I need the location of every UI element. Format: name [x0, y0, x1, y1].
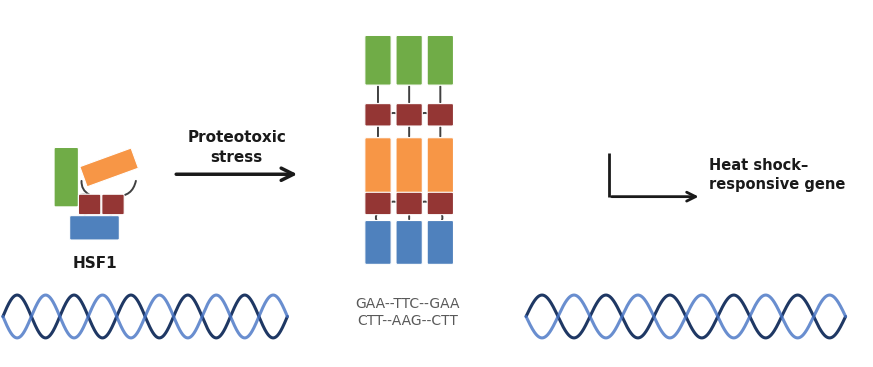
FancyBboxPatch shape [365, 192, 391, 215]
Text: CTT--AAG--CTT: CTT--AAG--CTT [357, 315, 457, 328]
Text: Proteotoxic
stress: Proteotoxic stress [188, 130, 286, 164]
FancyBboxPatch shape [396, 103, 423, 126]
FancyBboxPatch shape [427, 192, 453, 215]
FancyBboxPatch shape [427, 221, 453, 264]
FancyBboxPatch shape [365, 138, 391, 197]
FancyBboxPatch shape [365, 221, 391, 264]
Text: HSF1: HSF1 [72, 256, 117, 271]
FancyBboxPatch shape [396, 138, 423, 197]
FancyBboxPatch shape [396, 36, 423, 85]
Text: GAA--TTC--GAA: GAA--TTC--GAA [355, 297, 459, 311]
FancyBboxPatch shape [70, 216, 120, 240]
FancyBboxPatch shape [365, 103, 391, 126]
Polygon shape [79, 148, 139, 187]
FancyBboxPatch shape [427, 36, 453, 85]
FancyBboxPatch shape [427, 138, 453, 197]
FancyBboxPatch shape [365, 36, 391, 85]
FancyBboxPatch shape [102, 194, 124, 215]
FancyBboxPatch shape [396, 192, 423, 215]
FancyBboxPatch shape [54, 148, 79, 207]
FancyBboxPatch shape [427, 103, 453, 126]
FancyBboxPatch shape [396, 221, 423, 264]
FancyBboxPatch shape [79, 194, 100, 215]
Text: Heat shock–
responsive gene: Heat shock– responsive gene [709, 158, 846, 192]
